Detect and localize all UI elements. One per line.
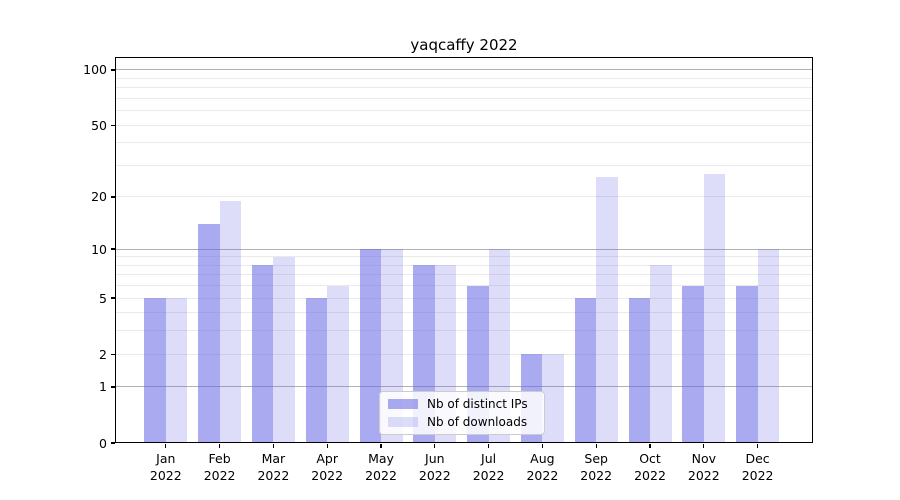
gridline-y-70 bbox=[115, 97, 813, 99]
legend: Nb of distinct IPs Nb of downloads bbox=[379, 391, 545, 435]
x-tick-label-mar: Mar 2022 bbox=[257, 451, 290, 483]
bar-ips-may bbox=[359, 249, 381, 443]
bar-downloads-mar bbox=[273, 256, 295, 443]
x-tick-label-jan: Jan 2022 bbox=[149, 451, 182, 483]
y-tick-0 bbox=[110, 442, 115, 444]
x-tick-jun bbox=[434, 443, 436, 448]
bar-downloads-jan bbox=[165, 298, 188, 443]
x-tick-label-apr: Apr 2022 bbox=[311, 451, 344, 483]
gridline-y-60 bbox=[115, 110, 813, 112]
bar-downloads-oct bbox=[650, 265, 672, 443]
x-tick-label-nov: Nov 2022 bbox=[687, 451, 720, 483]
legend-swatch-downloads bbox=[388, 416, 418, 427]
x-tick-label-jul: Jul 2022 bbox=[472, 451, 505, 483]
gridline-y-6 bbox=[115, 285, 813, 287]
bar-ips-apr bbox=[305, 298, 328, 443]
y-tick-label-1: 1 bbox=[99, 379, 107, 395]
y-tick-50 bbox=[110, 124, 115, 126]
y-tick-label-10: 10 bbox=[91, 241, 107, 257]
y-tick-1 bbox=[110, 386, 115, 388]
gridline-y-40 bbox=[115, 142, 813, 144]
gridline-y-80 bbox=[115, 87, 813, 89]
x-tick-jul bbox=[487, 443, 490, 448]
bar-ips-jan bbox=[144, 298, 166, 443]
bar-ips-nov bbox=[682, 285, 704, 443]
x-tick-dec bbox=[756, 443, 759, 448]
y-tick-label-5: 5 bbox=[99, 290, 107, 306]
x-tick-feb bbox=[218, 443, 221, 448]
x-tick-label-oct: Oct 2022 bbox=[634, 451, 666, 483]
x-tick-nov bbox=[703, 443, 705, 448]
gridline-y-100 bbox=[115, 69, 813, 71]
y-tick-label-100: 100 bbox=[83, 62, 107, 78]
legend-label-distinct-ips: Nb of distinct IPs bbox=[427, 397, 528, 412]
legend-swatch-distinct-ips bbox=[388, 399, 418, 410]
y-tick-5 bbox=[110, 297, 115, 299]
y-tick-100 bbox=[110, 69, 115, 71]
legend-row-downloads: Nb of downloads bbox=[388, 415, 536, 429]
gridline-y-7 bbox=[115, 274, 813, 276]
bar-downloads-nov bbox=[703, 173, 726, 443]
x-tick-may bbox=[380, 443, 382, 448]
bar-ips-mar bbox=[251, 265, 274, 443]
x-tick-label-sep: Sep 2022 bbox=[580, 451, 613, 483]
gridline-y-30 bbox=[115, 164, 813, 166]
gridline-y-10 bbox=[115, 248, 813, 250]
gridline-y-50 bbox=[115, 124, 813, 126]
y-tick-label-20: 20 bbox=[91, 189, 107, 205]
x-tick-label-feb: Feb 2022 bbox=[203, 451, 236, 483]
bar-ips-dec bbox=[736, 285, 758, 443]
bar-downloads-apr bbox=[327, 285, 349, 443]
y-tick-20 bbox=[110, 196, 115, 198]
x-tick-oct bbox=[649, 443, 651, 448]
gridline-y-20 bbox=[115, 196, 813, 198]
bar-ips-oct bbox=[628, 298, 650, 443]
x-tick-jan bbox=[165, 443, 167, 448]
x-tick-sep bbox=[595, 443, 597, 448]
x-tick-label-jun: Jun 2022 bbox=[418, 451, 451, 483]
y-tick-2 bbox=[110, 353, 115, 355]
gridline-y-90 bbox=[115, 77, 813, 79]
plot-area: Nb of distinct IPs Nb of downloads bbox=[115, 57, 813, 443]
x-tick-label-aug: Aug 2022 bbox=[526, 451, 559, 483]
y-tick-10 bbox=[110, 248, 115, 250]
legend-label-downloads: Nb of downloads bbox=[427, 414, 528, 429]
bar-ips-sep bbox=[574, 298, 597, 443]
x-tick-aug bbox=[541, 443, 544, 448]
bar-ips-feb bbox=[198, 224, 220, 443]
gridline-y-3 bbox=[115, 330, 813, 332]
bar-downloads-sep bbox=[596, 176, 618, 443]
bar-downloads-dec bbox=[757, 249, 780, 443]
x-tick-apr bbox=[326, 443, 328, 448]
chart-title: yaqcaffy 2022 bbox=[410, 36, 518, 54]
y-tick-label-2: 2 bbox=[99, 346, 107, 362]
x-tick-mar bbox=[272, 443, 275, 448]
y-tick-label-50: 50 bbox=[91, 117, 107, 133]
gridline-y-5 bbox=[115, 297, 813, 299]
gridline-y-9 bbox=[115, 256, 813, 258]
x-tick-label-dec: Dec 2022 bbox=[741, 451, 774, 483]
bar-downloads-feb bbox=[219, 200, 242, 443]
x-tick-label-may: May 2022 bbox=[365, 451, 397, 483]
gridline-y-4 bbox=[115, 312, 813, 314]
gridline-y-8 bbox=[115, 264, 813, 266]
y-tick-label-0: 0 bbox=[99, 435, 107, 451]
bar-downloads-aug bbox=[542, 354, 564, 443]
gridline-y-2 bbox=[115, 353, 813, 355]
gridline-y-1 bbox=[115, 386, 813, 388]
legend-row-distinct-ips: Nb of distinct IPs bbox=[388, 397, 536, 411]
